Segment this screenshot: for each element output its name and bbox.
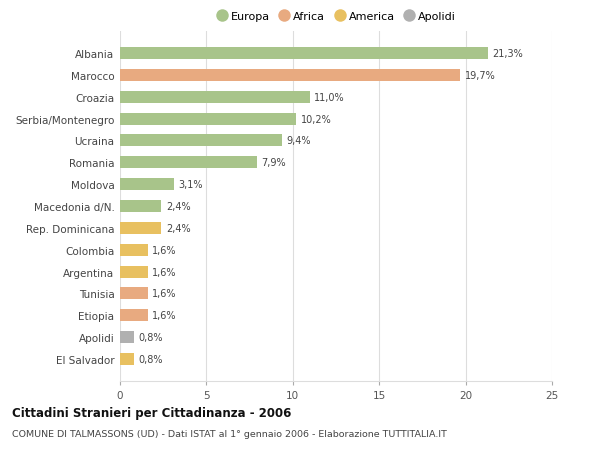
- Text: 7,9%: 7,9%: [261, 158, 286, 168]
- Bar: [120, 288, 148, 300]
- Text: 21,3%: 21,3%: [493, 49, 523, 59]
- Bar: [120, 113, 296, 125]
- Legend: Europa, Africa, America, Apolidi: Europa, Africa, America, Apolidi: [216, 11, 456, 22]
- Text: 1,6%: 1,6%: [152, 267, 176, 277]
- Bar: [120, 309, 148, 321]
- Text: 2,4%: 2,4%: [166, 224, 190, 233]
- Text: 1,6%: 1,6%: [152, 311, 176, 320]
- Bar: [120, 157, 257, 169]
- Bar: [120, 179, 173, 191]
- Text: 1,6%: 1,6%: [152, 289, 176, 299]
- Text: COMUNE DI TALMASSONS (UD) - Dati ISTAT al 1° gennaio 2006 - Elaborazione TUTTITA: COMUNE DI TALMASSONS (UD) - Dati ISTAT a…: [12, 429, 447, 438]
- Text: 10,2%: 10,2%: [301, 114, 331, 124]
- Text: 9,4%: 9,4%: [287, 136, 311, 146]
- Bar: [120, 266, 148, 278]
- Bar: [120, 201, 161, 213]
- Text: Cittadini Stranieri per Cittadinanza - 2006: Cittadini Stranieri per Cittadinanza - 2…: [12, 406, 292, 419]
- Text: 1,6%: 1,6%: [152, 245, 176, 255]
- Bar: [120, 135, 283, 147]
- Bar: [120, 353, 134, 365]
- Bar: [120, 92, 310, 104]
- Text: 11,0%: 11,0%: [314, 93, 345, 102]
- Text: 2,4%: 2,4%: [166, 202, 190, 212]
- Bar: [120, 70, 460, 82]
- Bar: [120, 331, 134, 343]
- Text: 0,8%: 0,8%: [138, 332, 163, 342]
- Text: 0,8%: 0,8%: [138, 354, 163, 364]
- Text: 3,1%: 3,1%: [178, 180, 202, 190]
- Text: 19,7%: 19,7%: [465, 71, 496, 81]
- Bar: [120, 244, 148, 256]
- Bar: [120, 48, 488, 60]
- Bar: [120, 222, 161, 235]
